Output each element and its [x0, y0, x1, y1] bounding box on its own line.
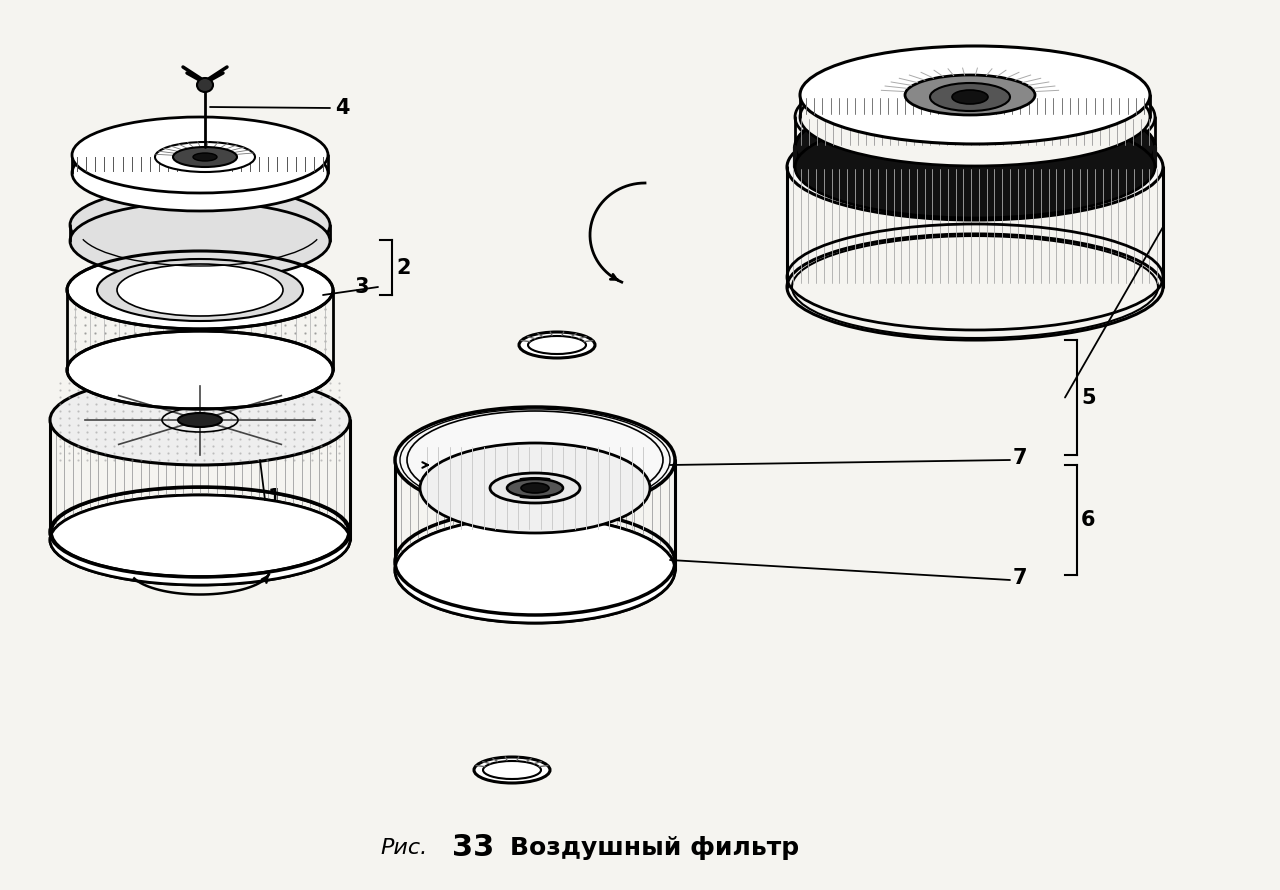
- Ellipse shape: [905, 75, 1036, 115]
- Ellipse shape: [800, 68, 1149, 166]
- Text: 3: 3: [355, 277, 370, 297]
- Ellipse shape: [795, 116, 1155, 218]
- Text: 33: 33: [452, 834, 494, 862]
- Ellipse shape: [197, 78, 212, 92]
- Ellipse shape: [193, 153, 218, 161]
- Ellipse shape: [529, 336, 586, 354]
- Ellipse shape: [396, 517, 675, 623]
- Ellipse shape: [931, 83, 1010, 111]
- Ellipse shape: [483, 761, 541, 779]
- Ellipse shape: [787, 114, 1164, 220]
- Ellipse shape: [50, 495, 349, 585]
- Ellipse shape: [518, 332, 595, 358]
- Ellipse shape: [787, 234, 1164, 340]
- Ellipse shape: [173, 147, 237, 167]
- Ellipse shape: [97, 259, 303, 321]
- Ellipse shape: [72, 135, 328, 211]
- Ellipse shape: [50, 375, 349, 465]
- Text: 6: 6: [1082, 510, 1096, 530]
- Ellipse shape: [474, 757, 550, 783]
- Ellipse shape: [50, 495, 349, 585]
- Ellipse shape: [952, 90, 988, 104]
- Ellipse shape: [396, 517, 675, 623]
- Ellipse shape: [70, 186, 330, 264]
- Text: 7: 7: [1012, 448, 1028, 468]
- Ellipse shape: [490, 473, 580, 503]
- Text: 5: 5: [1082, 387, 1096, 408]
- Ellipse shape: [72, 117, 328, 193]
- Text: Воздушный фильтр: Воздушный фильтр: [509, 836, 799, 860]
- Text: 7: 7: [1012, 568, 1028, 588]
- Ellipse shape: [396, 407, 675, 513]
- Text: 1: 1: [268, 488, 283, 508]
- Text: 2: 2: [396, 257, 411, 278]
- Ellipse shape: [800, 46, 1149, 144]
- Ellipse shape: [67, 331, 333, 409]
- Ellipse shape: [792, 236, 1158, 338]
- Ellipse shape: [795, 96, 1155, 198]
- Ellipse shape: [795, 96, 1155, 198]
- Ellipse shape: [795, 66, 1155, 168]
- Ellipse shape: [70, 202, 330, 280]
- Ellipse shape: [420, 443, 650, 533]
- Ellipse shape: [155, 142, 255, 172]
- Ellipse shape: [178, 413, 221, 427]
- Text: 4: 4: [335, 98, 349, 118]
- Text: Рис.: Рис.: [380, 838, 428, 858]
- Ellipse shape: [116, 264, 283, 316]
- Ellipse shape: [507, 479, 563, 497]
- Ellipse shape: [521, 483, 549, 493]
- Ellipse shape: [67, 251, 333, 329]
